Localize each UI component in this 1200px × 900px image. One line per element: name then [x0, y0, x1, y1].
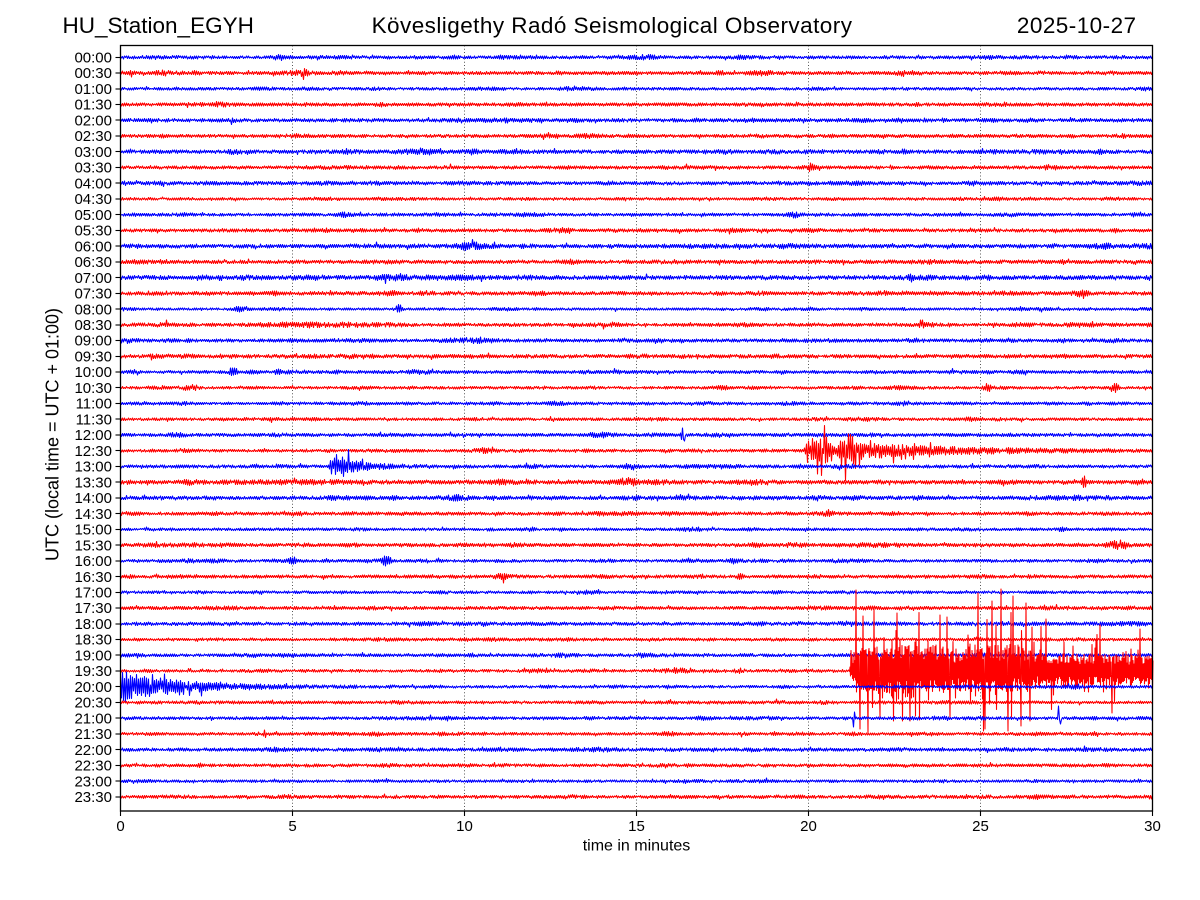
svg-text:18:30: 18:30: [74, 632, 112, 649]
svg-text:10:30: 10:30: [74, 380, 112, 397]
svg-text:07:30: 07:30: [74, 286, 112, 303]
svg-text:05:00: 05:00: [74, 207, 112, 224]
svg-text:00:30: 00:30: [74, 65, 112, 82]
svg-text:17:00: 17:00: [74, 585, 112, 602]
svg-text:19:00: 19:00: [74, 648, 112, 665]
svg-text:20:00: 20:00: [74, 679, 112, 696]
svg-text:18:00: 18:00: [74, 616, 112, 633]
svg-text:21:00: 21:00: [74, 711, 112, 728]
svg-text:08:00: 08:00: [74, 302, 112, 319]
svg-text:30: 30: [1144, 818, 1161, 835]
svg-text:15: 15: [628, 818, 645, 835]
svg-text:07:00: 07:00: [74, 270, 112, 287]
svg-text:03:30: 03:30: [74, 160, 112, 177]
svg-text:22:30: 22:30: [74, 758, 112, 775]
svg-text:09:30: 09:30: [74, 349, 112, 366]
svg-text:00:00: 00:00: [74, 50, 112, 67]
svg-text:04:30: 04:30: [74, 191, 112, 208]
svg-text:UTC (local time = UTC + 01:00): UTC (local time = UTC + 01:00): [43, 308, 63, 561]
svg-text:14:00: 14:00: [74, 490, 112, 507]
svg-text:15:00: 15:00: [74, 522, 112, 539]
svg-text:01:30: 01:30: [74, 97, 112, 114]
svg-text:HU_Station_EGYH: HU_Station_EGYH: [63, 13, 254, 38]
svg-text:02:30: 02:30: [74, 128, 112, 145]
svg-text:05:30: 05:30: [74, 223, 112, 240]
svg-text:10: 10: [456, 818, 473, 835]
svg-text:21:30: 21:30: [74, 726, 112, 743]
svg-text:22:00: 22:00: [74, 742, 112, 759]
svg-text:02:00: 02:00: [74, 113, 112, 130]
svg-text:23:30: 23:30: [74, 789, 112, 806]
svg-text:08:30: 08:30: [74, 317, 112, 334]
svg-text:13:00: 13:00: [74, 459, 112, 476]
svg-text:01:00: 01:00: [74, 81, 112, 98]
svg-text:16:00: 16:00: [74, 553, 112, 570]
svg-text:17:30: 17:30: [74, 600, 112, 617]
svg-text:09:00: 09:00: [74, 333, 112, 350]
svg-text:06:30: 06:30: [74, 254, 112, 271]
svg-text:time in minutes: time in minutes: [583, 838, 691, 855]
svg-text:11:30: 11:30: [76, 412, 112, 429]
svg-text:0: 0: [116, 818, 124, 835]
svg-text:20:30: 20:30: [74, 695, 112, 712]
svg-text:03:00: 03:00: [74, 144, 112, 161]
svg-text:23:00: 23:00: [74, 774, 112, 791]
svg-text:19:30: 19:30: [74, 663, 112, 680]
svg-text:15:30: 15:30: [74, 538, 112, 555]
svg-text:20: 20: [800, 818, 817, 835]
svg-text:13:30: 13:30: [74, 475, 112, 492]
svg-text:10:00: 10:00: [74, 364, 112, 381]
svg-text:12:00: 12:00: [74, 427, 112, 444]
svg-text:14:30: 14:30: [74, 506, 112, 523]
svg-text:12:30: 12:30: [74, 443, 112, 460]
svg-text:16:30: 16:30: [74, 569, 112, 586]
svg-text:11:00: 11:00: [76, 396, 112, 413]
svg-text:06:00: 06:00: [74, 239, 112, 256]
svg-text:Kövesligethy Radó Seismologica: Kövesligethy Radó Seismological Observat…: [372, 13, 853, 38]
svg-text:5: 5: [288, 818, 296, 835]
svg-text:2025-10-27: 2025-10-27: [1017, 13, 1137, 38]
svg-text:25: 25: [972, 818, 989, 835]
svg-text:04:00: 04:00: [74, 176, 112, 193]
